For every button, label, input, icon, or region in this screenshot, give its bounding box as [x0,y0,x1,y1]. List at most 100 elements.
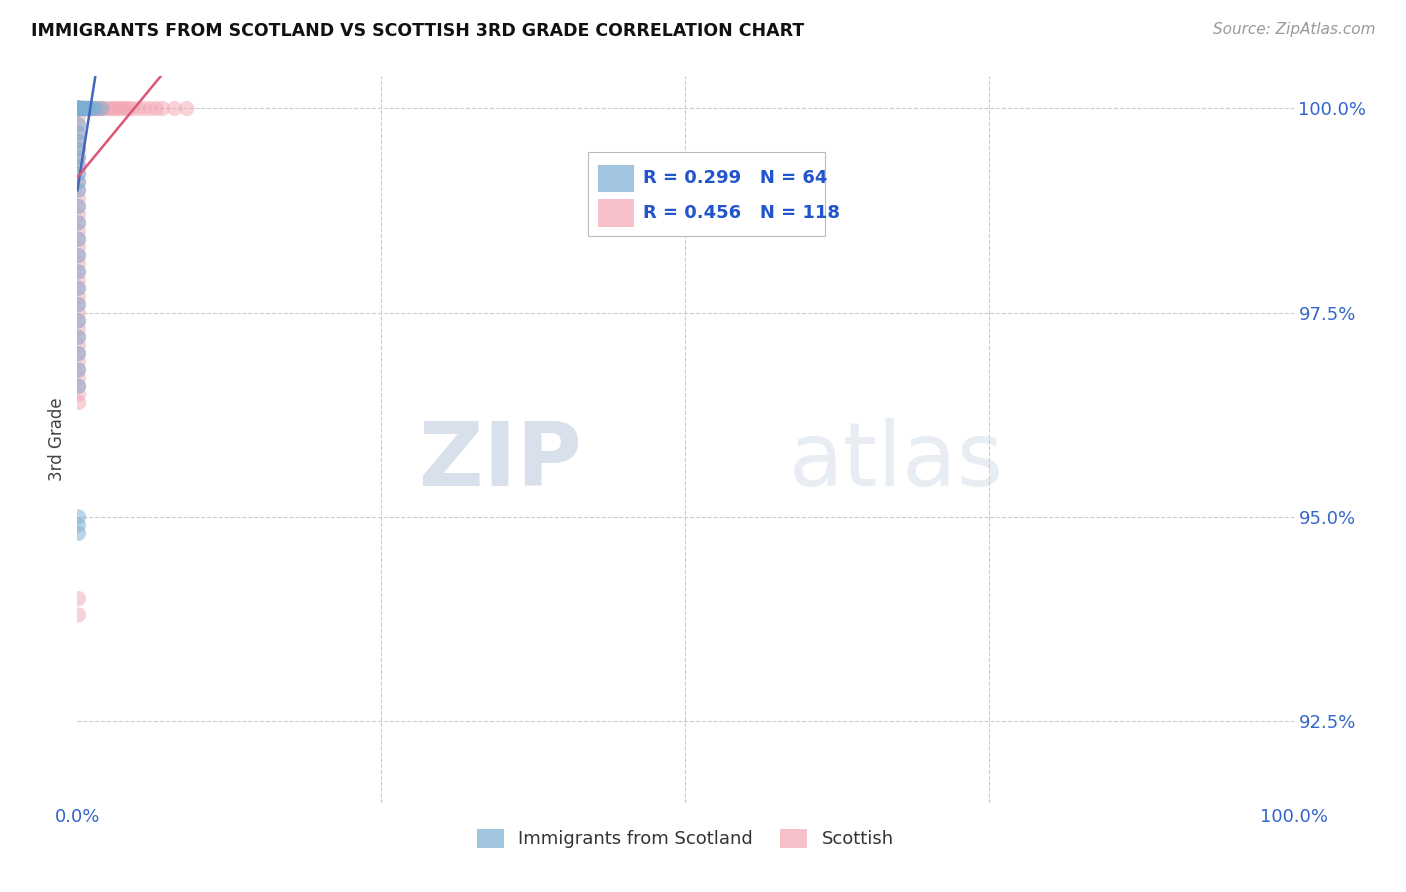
Point [75,102,97,116]
Point [70,102,93,116]
Point [67,102,90,116]
Point [67,102,90,116]
Point [67,102,90,116]
Point [67,102,90,116]
Point [69,102,91,116]
Point [163,102,186,116]
Point [67,607,90,622]
Point [67,102,90,116]
Text: atlas: atlas [789,417,1004,505]
Point [67,134,90,148]
Point [67,102,90,116]
Point [67,102,90,116]
Point [73,102,96,116]
Point [108,102,131,116]
Point [67,167,90,181]
Point [152,102,174,116]
Point [70,102,93,116]
Point [67,102,90,116]
Point [67,167,90,181]
Point [67,102,90,116]
Point [67,102,90,116]
Point [67,102,90,116]
Point [79,102,101,116]
Point [90,102,112,116]
Point [67,322,90,336]
Point [103,102,125,116]
Point [69,102,91,116]
Point [72,102,94,116]
Text: Source: ZipAtlas.com: Source: ZipAtlas.com [1212,22,1375,37]
Point [67,232,90,246]
Point [67,102,90,116]
Point [67,265,90,279]
Point [82,102,104,116]
Point [67,102,90,116]
Point [80,102,103,116]
Point [70,102,93,116]
Point [67,208,90,222]
Point [67,142,90,156]
Point [67,200,90,214]
Text: IMMIGRANTS FROM SCOTLAND VS SCOTTISH 3RD GRADE CORRELATION CHART: IMMIGRANTS FROM SCOTLAND VS SCOTTISH 3RD… [31,22,804,40]
FancyBboxPatch shape [598,200,634,227]
Point [67,102,90,116]
Point [67,509,90,524]
Point [67,102,90,116]
Point [70,102,93,116]
Point [67,379,90,393]
Point [67,102,90,116]
Point [67,363,90,377]
Point [67,102,90,116]
Point [73,102,96,116]
Point [67,159,90,173]
Point [69,102,91,116]
Point [70,102,93,116]
Point [67,102,90,116]
Point [67,134,90,148]
Point [69,102,91,116]
Point [84,102,107,116]
Point [67,387,90,401]
Point [72,102,94,116]
Point [77,102,100,116]
Point [70,102,93,116]
Point [67,232,90,246]
Point [67,118,90,132]
Point [67,102,90,116]
Text: R = 0.456   N = 118: R = 0.456 N = 118 [643,204,839,222]
Point [67,200,90,214]
Point [97,102,120,116]
Point [67,102,90,116]
Point [67,102,90,116]
Point [67,102,90,116]
Point [67,102,90,116]
Point [67,355,90,369]
Point [79,102,101,116]
Point [67,110,90,124]
Point [117,102,139,116]
Point [79,102,101,116]
Point [72,102,94,116]
Point [67,257,90,271]
Point [67,159,90,173]
Point [67,248,90,262]
Point [67,102,90,116]
Point [67,102,90,116]
Point [67,102,90,116]
Point [145,102,167,116]
Point [69,102,91,116]
Point [67,102,90,116]
Point [134,102,156,116]
Point [67,102,90,116]
Point [67,306,90,320]
Point [67,102,90,116]
Point [67,102,90,116]
Point [67,102,90,116]
Point [67,102,90,116]
Point [67,281,90,295]
Point [67,102,90,116]
Point [67,216,90,230]
Y-axis label: 3rd Grade: 3rd Grade [48,398,66,481]
Point [67,346,90,360]
